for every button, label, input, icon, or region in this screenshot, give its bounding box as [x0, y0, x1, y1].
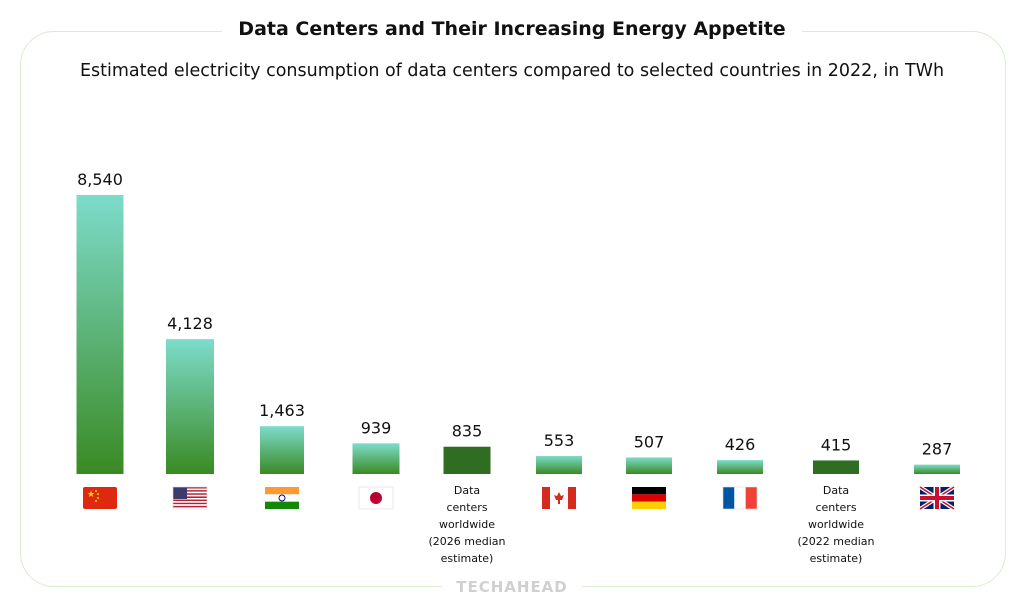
- value-label-3: 1,463: [259, 401, 305, 420]
- flag-uk-icon: [918, 485, 956, 511]
- flag-canada-icon: [542, 487, 576, 509]
- flag-india-icon: [265, 487, 299, 509]
- bar-6: [536, 455, 582, 474]
- value-label-9: 415: [821, 435, 852, 454]
- category-label-9: Data centers worldwide (2022 median estimate…: [797, 484, 874, 565]
- value-label-2: 4,128: [167, 314, 213, 333]
- value-label-8: 426: [725, 435, 756, 454]
- value-label-6: 553: [544, 431, 575, 450]
- bar-10: [914, 464, 960, 474]
- bar-2: [166, 339, 214, 474]
- bar-8: [717, 460, 763, 474]
- value-label-7: 507: [634, 432, 665, 451]
- value-label-10: 287: [922, 440, 953, 459]
- bar-9: [813, 460, 859, 474]
- flag-france-icon: [722, 486, 758, 510]
- svg-text:★: ★: [87, 490, 95, 500]
- watermark-logo: TECHAHEAD: [442, 578, 582, 596]
- bar-4: [352, 443, 400, 474]
- chart-subtitle: Estimated electricity consumption of dat…: [79, 61, 945, 81]
- flag-germany-icon: [632, 487, 666, 509]
- flag-usa-icon: [172, 486, 208, 510]
- bar-5: [443, 446, 491, 474]
- value-label-5: 835: [452, 422, 483, 441]
- bar-3: [260, 426, 304, 474]
- value-label-4: 939: [361, 418, 392, 437]
- category-label-5: Data centers worldwide (2026 median estimate…: [428, 484, 505, 565]
- flag-china-icon: ★: [83, 487, 117, 509]
- watermark-container: TECHAHEAD: [0, 577, 1024, 596]
- bar-7: [626, 457, 672, 474]
- value-label-1: 8,540: [77, 170, 123, 189]
- chart-title: Data Centers and Their Increasing Energy…: [222, 14, 802, 44]
- bar-1: [76, 195, 124, 474]
- bars-layer: 8,540 ★ 4,128 1,463 939 835 Data centers worldwi…: [76, 170, 960, 565]
- flag-japan-icon: [358, 486, 394, 510]
- title-container: Data Centers and Their Increasing Energy…: [0, 14, 1024, 44]
